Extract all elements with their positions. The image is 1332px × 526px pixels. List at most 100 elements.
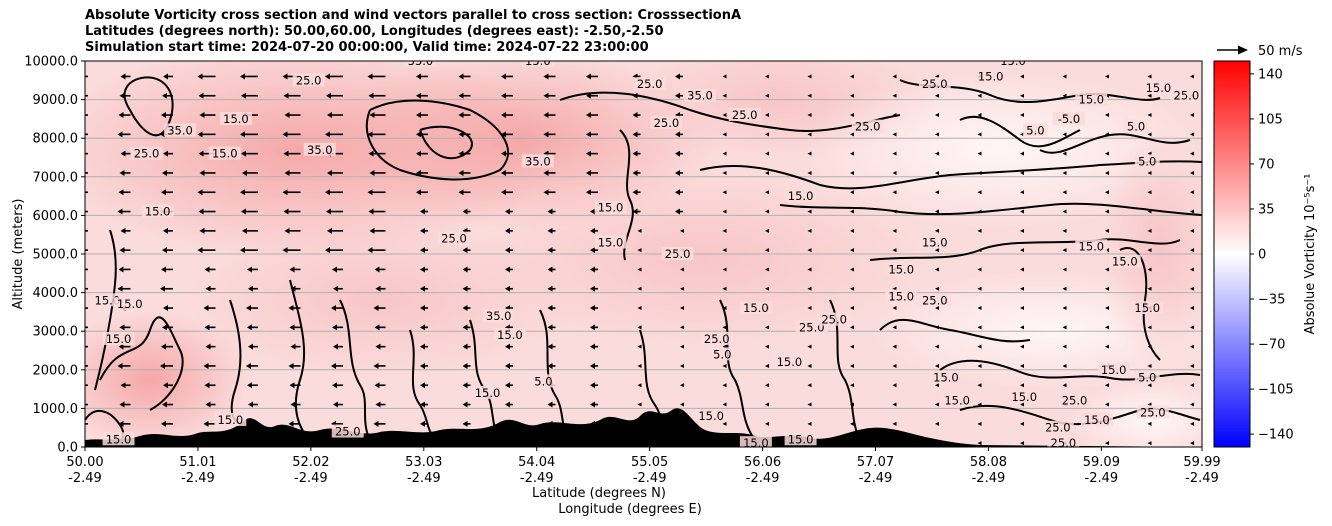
wind-vector-head [1105,325,1109,330]
wind-vector-head [892,325,897,330]
wind-vector-head [283,208,289,215]
wind-vector-head [367,131,373,138]
contour-label: 15.0 [525,54,551,68]
wind-vector-head [462,266,468,273]
wind-vector-head [637,441,642,446]
wind-vector-head [1062,363,1067,368]
contour-label-bg [164,123,197,137]
wind-vector-head [458,189,464,196]
contour-label: 15.0 [933,371,959,385]
colorbar-tick-label: 105 [1258,112,1283,127]
wind-vector-head [977,228,982,233]
wind-vector-head [458,169,464,176]
wind-vector-head [1147,363,1152,368]
wind-vector-head [333,459,338,465]
wind-vector-head [935,248,939,253]
colorbar-tick-label: −70 [1258,338,1285,353]
x-tick-label-longitude: -2.49 [746,471,780,486]
y-tick-label: 7000.0 [33,170,79,185]
wind-vector-head [765,402,769,407]
wind-vector-head [1020,286,1024,291]
wind-vector-head [416,189,421,196]
wind-vector-head [1020,93,1024,98]
y-tick-label: 8000.0 [33,132,79,147]
quiver-key-label: 50 m/s [1258,44,1303,59]
wind-vector-head [501,169,506,176]
wind-vector-head [892,363,897,368]
wind-vector-head [935,170,939,175]
wind-vector-head [1147,383,1152,388]
wind-vector-head [327,227,332,234]
wind-vector-head [161,343,166,350]
colorbar-tick-label: −35 [1258,293,1285,308]
wind-vector-head [935,93,939,98]
contour-label-bg [728,108,761,122]
wind-vector-head [722,402,727,407]
wind-vector-head [807,132,812,137]
contour-label: 35.0 [408,54,434,68]
contour-label-bg [773,355,806,369]
wind-vector-head [590,459,595,465]
contour-label: 25.0 [1051,436,1077,450]
wind-vector-head [284,169,290,176]
wind-vector-head [505,247,510,254]
wind-vector-head [283,150,289,157]
wind-vector-head [1147,190,1152,195]
wind-vector-head [416,112,421,119]
x-tick-label-latitude: 56.06 [744,455,781,470]
contour-label-bg [1008,389,1041,403]
contour-label-bg [521,154,554,168]
wind-vector-head [1147,93,1152,98]
wind-vector-head [1020,383,1024,388]
y-tick-label: 4000.0 [33,286,79,301]
contour-label-bg [929,370,962,384]
wind-vector-head [935,344,939,349]
wind-vector-head [375,343,381,350]
wind-vector-head [1147,441,1152,446]
wind-vector-head [590,401,595,408]
wind-vector-head [765,93,769,98]
wind-vector-head [632,189,638,196]
wind-vector-head [332,382,337,389]
wind-vector-head [543,92,549,99]
wind-vector-head [1105,132,1109,137]
contour-label-bg [997,61,1030,67]
wind-vector-head [850,248,854,253]
x-tick-label-latitude: 59.99 [1183,455,1220,470]
wind-vector-head [1190,363,1194,368]
wind-vector-head [375,285,381,292]
wind-vector-head [205,343,211,350]
wind-vector-head [241,208,246,215]
wind-vector-head [204,382,210,389]
wind-vector-head [722,306,727,311]
wind-vector-head [416,169,421,176]
y-tick-label: 0.0 [57,441,78,456]
wind-vector-head [204,440,210,447]
wind-vector-head [680,383,684,388]
contour-label: 15.0 [1079,93,1105,107]
wind-vector-head [333,401,338,408]
wind-vector-head [76,344,81,350]
contour-label-bg [885,289,918,303]
wind-vector-head [247,382,252,389]
wind-vector-head [284,227,290,234]
wind-vector-head [850,383,854,388]
contour-label: 5.0 [1026,123,1044,137]
wind-vector-head [373,305,379,312]
wind-vector-head [288,420,294,427]
y-tick-label: 10000.0 [24,55,78,70]
wind-vector-head [1020,421,1024,426]
contour-label-bg [1134,370,1160,384]
wind-vector-head [420,343,425,350]
wind-vector-head [675,208,680,215]
wind-vector-head [722,190,727,195]
wind-vector-head [680,267,684,272]
contour-label: 25.0 [134,147,160,161]
colorbar-tick-label: 35 [1258,202,1275,217]
wind-vector-head [240,247,245,254]
wind-vector-head [373,362,379,369]
wind-vector-head [1020,190,1024,195]
colorbar-label: Absolue Vorticity 10⁻⁵s⁻¹ [1303,174,1318,335]
contour-label: 25.0 [732,108,758,122]
wind-vector-head [935,363,939,368]
